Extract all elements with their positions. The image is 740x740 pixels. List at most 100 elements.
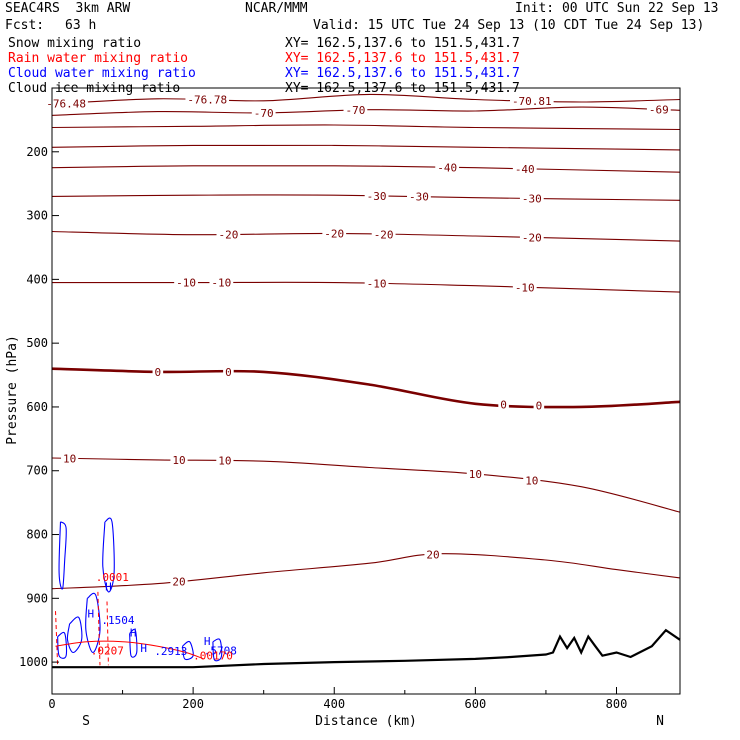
temperature-contour-2	[51, 124, 681, 131]
temperature-contour-label: -30	[367, 190, 387, 203]
contour-label-bg	[519, 192, 544, 205]
temperature-contour-label: -10	[211, 277, 231, 290]
cloud-water-contours	[57, 517, 223, 662]
temperature-contour-label: -40	[515, 163, 535, 176]
cloud-water-contour-7	[212, 638, 223, 662]
temperature-contour-label: -70	[345, 104, 365, 117]
temperature-contours	[51, 93, 681, 590]
y-tick-label: 600	[26, 400, 48, 414]
cloud-water-contour-2	[66, 616, 83, 654]
contour-label-bg	[371, 228, 396, 241]
forecast-label: Fcst:	[5, 18, 45, 33]
temperature-contour-label: -70.81	[512, 95, 552, 108]
temperature-contour-7	[52, 281, 681, 293]
cloud-water-contour-6	[181, 640, 194, 661]
contour-label-bg	[424, 548, 442, 561]
temperature-contour-label: -10	[515, 281, 535, 294]
rain-contour-3	[55, 640, 204, 660]
contour-label-bg	[364, 277, 389, 290]
contour-label-bg	[435, 161, 460, 174]
temperature-contour-label: 0	[536, 400, 543, 413]
contour-label-bg	[523, 474, 541, 487]
contour-labels: -76.48 -76.78 -70.81 -70 -70 -69 -40 -40 -30 -30 -…	[44, 93, 671, 663]
temperature-contour-label: -70	[254, 107, 274, 120]
temperature-contour-label: -10	[176, 277, 196, 290]
temperature-contour-label: -10	[367, 278, 387, 291]
cloud-water-contour-0	[58, 521, 67, 590]
contour-label-bg	[185, 93, 230, 106]
cloud-water-max-marker: H	[130, 627, 137, 640]
cloud-water-max-marker: H	[140, 642, 147, 655]
contour-label-bg	[322, 227, 347, 240]
temperature-contour-label: 10	[172, 454, 185, 467]
y-tick-label: 300	[26, 209, 48, 223]
y-axis-label: Pressure (hPa)	[5, 335, 20, 445]
contour-label-bg	[251, 106, 276, 119]
cloud-water-max-marker: H	[87, 607, 94, 620]
temperature-contour-9	[51, 457, 681, 513]
contour-label-bg	[152, 365, 164, 378]
contour-label-bg	[216, 454, 234, 467]
temperature-contour-label: 20	[426, 549, 439, 562]
temperature-contour-label: -30	[409, 191, 429, 204]
rain-value-label: .00170	[193, 650, 233, 663]
temperature-contour-label: 20	[172, 575, 185, 588]
temperature-contour-0	[51, 93, 681, 105]
rain-value-label: .0001	[96, 571, 129, 584]
temperature-contour-4	[51, 165, 681, 173]
center-name: NCAR/MMM	[245, 1, 308, 16]
field-label-cloud-water: Cloud water mixing ratio	[8, 66, 196, 81]
y-tick-label: 1000	[19, 655, 48, 669]
contour-label-bg	[174, 276, 198, 289]
temperature-contour-label: -20	[522, 231, 542, 244]
y-tick-label: 700	[26, 464, 48, 478]
cloud-water-value-label: .2913	[154, 645, 187, 658]
rain-value-label: .0207	[91, 644, 124, 657]
valid-time: Valid: 15 UTC Tue 24 Sep 13 (10 CDT Tue …	[313, 18, 705, 33]
field-xy-snow: XY= 162.5,137.6 to 151.5,431.7	[285, 36, 520, 51]
temperature-contour-label: 0	[500, 399, 507, 412]
contour-label-bg	[44, 97, 88, 110]
contour-label-bg	[223, 365, 234, 378]
model-name: SEAC4RS 3km ARW	[5, 1, 131, 16]
cloud-water-contour-1	[57, 631, 68, 659]
y-tick-label: 800	[26, 528, 48, 542]
x-tick-label: 800	[606, 697, 628, 711]
x-tick-label: 400	[323, 697, 345, 711]
contour-label-bg	[533, 399, 545, 412]
field-label-rain: Rain water mixing ratio	[8, 51, 189, 66]
temperature-contour-5	[51, 194, 681, 201]
field-xy-rain: XY= 162.5,137.6 to 151.5,431.7	[285, 51, 520, 66]
temperature-contour-6	[51, 230, 681, 242]
temperature-contour-3	[51, 144, 681, 151]
contour-label-bg	[407, 190, 431, 203]
temperature-contour-label: -30	[522, 192, 542, 205]
contour-label-bg	[510, 94, 554, 107]
temperature-contour-label: 10	[218, 455, 231, 468]
rain-contour-1	[97, 591, 101, 666]
temperature-contour-label: -69	[649, 104, 669, 117]
contour-label-bg	[512, 162, 537, 175]
cloud-water-max-marker: H	[204, 635, 211, 648]
south-label: S	[82, 714, 90, 729]
temperature-contour-label: -76.48	[46, 97, 86, 110]
x-axis-label: Distance (km)	[315, 714, 417, 729]
terrain-surface	[52, 628, 681, 669]
north-label: N	[656, 714, 664, 729]
temperature-contour-label: 0	[225, 366, 232, 379]
cloud-water-contour-5	[129, 628, 138, 658]
y-tick-label: 500	[26, 336, 48, 350]
contour-label-bg	[216, 228, 241, 241]
temperature-contour-label: 0	[155, 366, 162, 379]
x-tick-label: 0	[48, 697, 55, 711]
temperature-contour-label: 10	[525, 475, 538, 488]
contour-label-bg	[364, 189, 389, 202]
y-tick-label: 200	[26, 145, 48, 159]
temperature-contour-label: -20	[324, 227, 344, 240]
contour-label-bg	[170, 575, 188, 588]
cloud-water-contour-3	[102, 517, 115, 593]
forecast-value: 63 h	[65, 18, 97, 33]
cloud-water-value-label: .1504	[101, 614, 134, 627]
